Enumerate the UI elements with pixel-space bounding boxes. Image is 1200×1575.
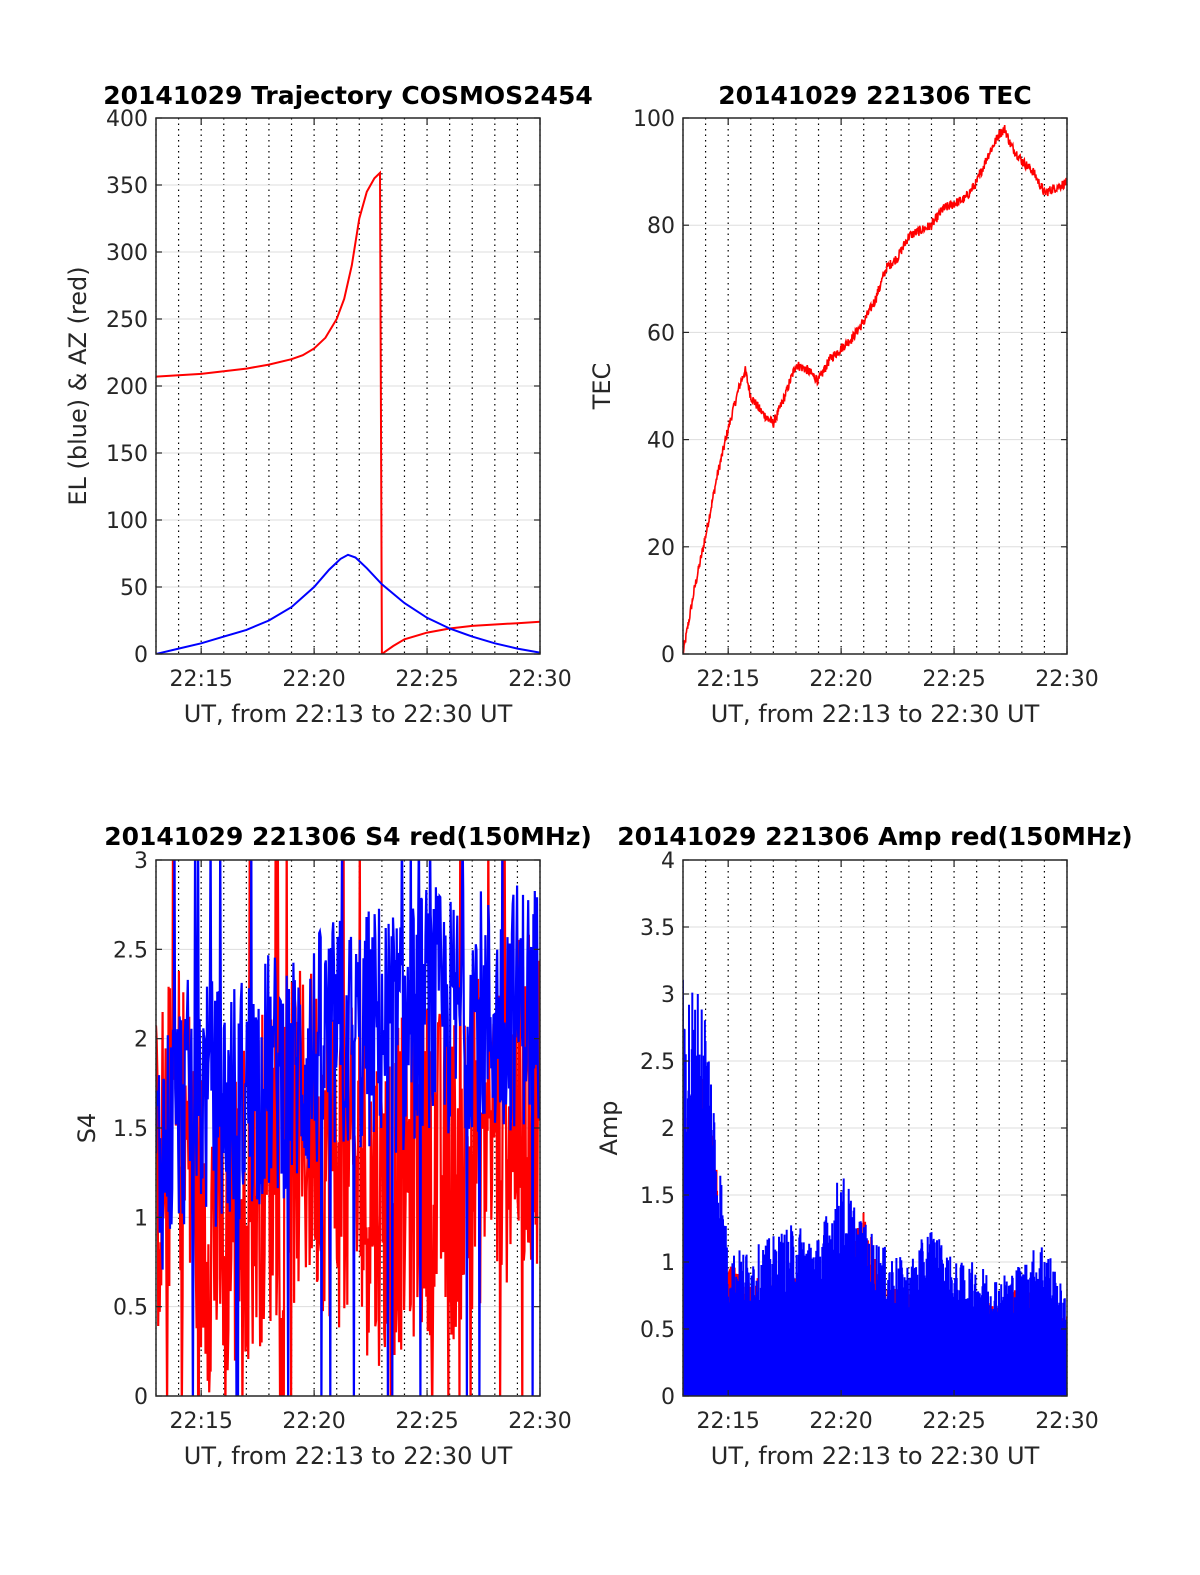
x-axis-label: UT, from 22:13 to 22:30 UT — [711, 1442, 1040, 1470]
y-tick-label: 0 — [661, 1385, 675, 1410]
x-tick-label: 22:15 — [696, 667, 759, 692]
y-tick-label: 1.5 — [113, 1117, 148, 1142]
y-tick-label: 60 — [647, 321, 675, 346]
x-tick-label: 22:15 — [696, 1409, 759, 1434]
y-tick-label: 2.5 — [113, 938, 148, 963]
y-tick-label: 4 — [661, 849, 675, 874]
y-tick-label: 300 — [106, 241, 148, 266]
y-tick-label: 0.5 — [640, 1318, 675, 1343]
y-tick-label: 2 — [661, 1117, 675, 1142]
y-tick-label: 250 — [106, 308, 148, 333]
y-tick-label: 0.5 — [113, 1296, 148, 1321]
y-axis-label: EL (blue) & AZ (red) — [64, 266, 92, 505]
y-axis-label: Amp — [595, 1100, 623, 1155]
series-line — [156, 553, 540, 654]
y-tick-label: 0 — [134, 1385, 148, 1410]
y-tick-label: 0 — [661, 643, 675, 668]
y-axis-label: S4 — [73, 1113, 101, 1144]
y-tick-label: 200 — [106, 375, 148, 400]
x-tick-label: 22:25 — [922, 1409, 985, 1434]
panel-s4: 0 0.5 1 1.5 2 2.5 3 22:15 22:20 22:25 22:30 201410… — [73, 822, 592, 1470]
y-axis-label: TEC — [588, 363, 616, 411]
x-tick-label: 22:20 — [809, 1409, 872, 1434]
y-tick-label: 1.5 — [640, 1184, 675, 1209]
y-tick-label: 2.5 — [640, 1050, 675, 1075]
y-tick-label: 1 — [661, 1251, 675, 1276]
series-line — [156, 860, 540, 1396]
y-tick-label: 100 — [106, 509, 148, 534]
series-line — [683, 124, 1067, 654]
chart-title: 20141029 221306 TEC — [718, 81, 1031, 110]
y-tick-label: 40 — [647, 429, 675, 454]
y-tick-label: 1 — [134, 1206, 148, 1231]
panel-trajectory: 0 50 100 150 200 250 300 350 400 22:15 22:20 22:25 2… — [64, 81, 593, 728]
x-axis-label: UT, from 22:13 to 22:30 UT — [184, 700, 513, 728]
x-tick-label: 22:30 — [508, 1409, 571, 1434]
panel-amp: 0 0.5 1 1.5 2 2.5 3 3.5 4 22:15 22:20 22:25 22:30 20… — [595, 822, 1133, 1470]
x-tick-label: 22:30 — [1035, 1409, 1098, 1434]
x-axis-label: UT, from 22:13 to 22:30 UT — [711, 700, 1040, 728]
x-tick-label: 22:20 — [282, 667, 345, 692]
x-tick-label: 22:20 — [809, 667, 872, 692]
y-tick-label: 50 — [120, 576, 148, 601]
chart-title: 20141029 Trajectory COSMOS2454 — [103, 81, 593, 110]
series-stems — [683, 979, 1067, 1396]
y-tick-label: 350 — [106, 174, 148, 199]
x-tick-label: 22:30 — [1035, 667, 1098, 692]
y-tick-label: 20 — [647, 536, 675, 561]
y-tick-label: 80 — [647, 214, 675, 239]
y-tick-label: 150 — [106, 442, 148, 467]
x-tick-label: 22:15 — [169, 667, 232, 692]
y-tick-label: 3.5 — [640, 916, 675, 941]
x-axis-label: UT, from 22:13 to 22:30 UT — [184, 1442, 513, 1470]
y-tick-label: 2 — [134, 1028, 148, 1053]
axes-box — [682, 117, 1068, 655]
x-tick-label: 22:25 — [395, 1409, 458, 1434]
x-tick-label: 22:20 — [282, 1409, 345, 1434]
x-tick-label: 22:15 — [169, 1409, 232, 1434]
x-tick-label: 22:30 — [508, 667, 571, 692]
y-tick-label: 100 — [633, 107, 675, 132]
x-tick-label: 22:25 — [922, 667, 985, 692]
y-tick-label: 3 — [134, 849, 148, 874]
y-tick-label: 0 — [134, 643, 148, 668]
y-tick-label: 3 — [661, 983, 675, 1008]
chart-title: 20141029 221306 Amp red(150MHz) — [617, 822, 1133, 851]
chart-title: 20141029 221306 S4 red(150MHz) — [104, 822, 592, 851]
x-tick-label: 22:25 — [395, 667, 458, 692]
panel-tec: 0 20 40 60 80 100 22:15 22:20 22:25 22:30 2014102… — [588, 81, 1099, 728]
y-tick-label: 400 — [106, 107, 148, 132]
series-line — [156, 170, 540, 654]
